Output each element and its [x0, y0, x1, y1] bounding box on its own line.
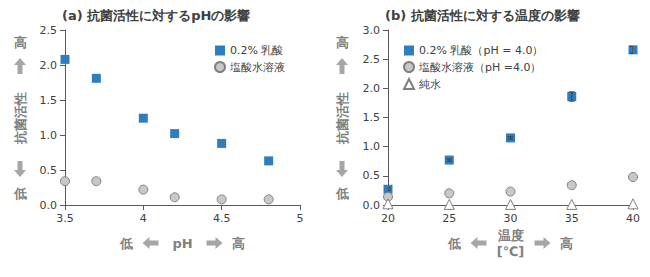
- svg-text:5: 5: [297, 212, 304, 225]
- svg-text:(a) 抗菌活性に対するpHの影響: (a) 抗菌活性に対するpHの影響: [62, 8, 250, 23]
- svg-text:2.5: 2.5: [363, 53, 381, 66]
- svg-text:低: 低: [447, 236, 461, 251]
- svg-text:2.0: 2.0: [40, 59, 58, 72]
- svg-text:温度: 温度: [497, 228, 524, 243]
- svg-text:40: 40: [626, 212, 640, 225]
- svg-text:4.5: 4.5: [213, 212, 231, 225]
- svg-text:3.0: 3.0: [363, 24, 381, 37]
- svg-text:0.2% 乳酸: 0.2% 乳酸: [230, 44, 283, 57]
- svg-text:2.0: 2.0: [363, 82, 381, 95]
- svg-text:20: 20: [381, 212, 395, 225]
- svg-text:0.2% 乳酸（pH = 4.0）: 0.2% 乳酸（pH = 4.0）: [419, 44, 543, 57]
- svg-text:塩酸水溶液: 塩酸水溶液: [229, 61, 285, 74]
- svg-text:高: 高: [336, 35, 349, 50]
- svg-text:0.0: 0.0: [40, 199, 58, 212]
- svg-text:35: 35: [565, 212, 579, 225]
- svg-text:3.5: 3.5: [56, 212, 74, 225]
- svg-text:25: 25: [442, 212, 456, 225]
- svg-text:2.5: 2.5: [40, 24, 58, 37]
- svg-text:低: 低: [13, 186, 27, 201]
- svg-text:4: 4: [140, 212, 147, 225]
- svg-text:0.0: 0.0: [363, 199, 381, 212]
- svg-text:30: 30: [504, 212, 518, 225]
- svg-text:(b) 抗菌活性に対する温度の影響: (b) 抗菌活性に対する温度の影響: [385, 8, 580, 23]
- svg-text:高: 高: [232, 236, 245, 251]
- svg-text:高: 高: [14, 35, 27, 50]
- svg-text:純水: 純水: [419, 78, 441, 91]
- svg-text:0.5: 0.5: [363, 169, 381, 182]
- svg-text:低: 低: [119, 236, 133, 251]
- svg-text:塩酸水溶液（pH =4.0）: 塩酸水溶液（pH =4.0）: [418, 61, 541, 74]
- svg-text:抗菌活性: 抗菌活性: [13, 92, 28, 145]
- svg-text:pH: pH: [172, 236, 192, 251]
- svg-text:抗菌活性: 抗菌活性: [335, 92, 350, 145]
- svg-text:[℃]: [℃]: [497, 244, 525, 259]
- svg-text:1.0: 1.0: [363, 140, 381, 153]
- svg-text:1.5: 1.5: [40, 94, 58, 107]
- svg-text:0.5: 0.5: [40, 164, 58, 177]
- svg-text:低: 低: [335, 186, 349, 201]
- svg-text:1.5: 1.5: [363, 111, 381, 124]
- svg-text:高: 高: [560, 236, 573, 251]
- svg-text:1.0: 1.0: [40, 129, 58, 142]
